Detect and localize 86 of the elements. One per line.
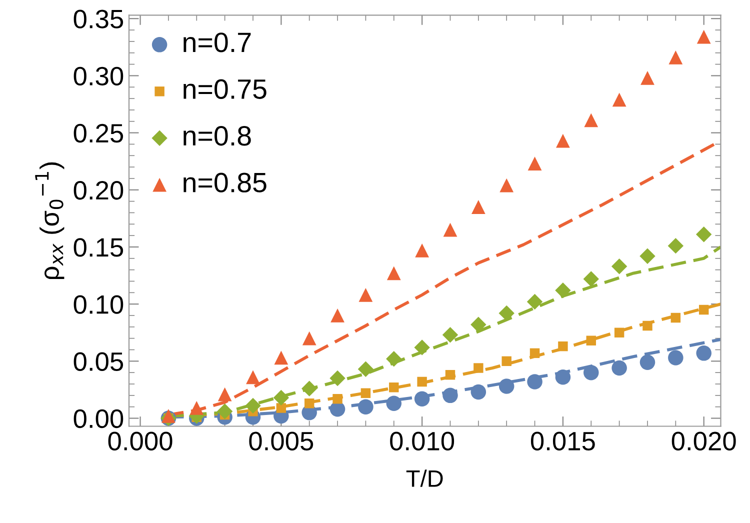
point <box>640 354 656 370</box>
point <box>498 378 514 394</box>
y-tick-label: 0.30 <box>74 66 124 86</box>
x-tick-label: 0.020 <box>672 432 736 450</box>
point <box>474 363 484 373</box>
point <box>442 388 458 404</box>
point <box>642 320 652 331</box>
point <box>527 374 542 390</box>
y-tick-label: 0.25 <box>74 124 124 143</box>
point <box>611 258 628 274</box>
point <box>360 388 371 398</box>
point <box>216 404 233 420</box>
point <box>612 360 627 376</box>
point <box>555 370 571 385</box>
point <box>558 341 568 352</box>
x-tick-label: 0.005 <box>249 432 314 450</box>
point <box>614 328 624 338</box>
legend-label: n=0.75 <box>184 79 266 99</box>
point <box>442 327 458 343</box>
y-tick-label: 0.05 <box>74 352 124 371</box>
point <box>555 282 571 298</box>
point <box>470 316 486 332</box>
point <box>330 308 344 322</box>
point <box>330 370 346 386</box>
legend-label: n=0.85 <box>184 172 266 192</box>
point <box>358 361 374 378</box>
point <box>273 390 290 406</box>
point <box>415 243 429 258</box>
point <box>414 391 430 406</box>
point <box>698 304 709 315</box>
point <box>640 71 654 85</box>
x-axis-title: T/D <box>406 470 443 487</box>
point <box>386 266 401 280</box>
point <box>245 398 261 414</box>
y-tick-label: 0.15 <box>74 238 124 257</box>
point <box>530 348 540 358</box>
point <box>443 222 458 237</box>
point <box>612 92 626 107</box>
point <box>386 351 402 367</box>
y-tick-label: 0.10 <box>74 295 124 314</box>
point <box>358 399 374 414</box>
point <box>301 380 318 396</box>
point <box>389 382 399 392</box>
point <box>586 336 596 346</box>
y-axis-title: ρ$_{xx}$ (σ$_{0}$$^{−1}$) <box>35 162 64 280</box>
point <box>526 294 543 310</box>
point <box>386 396 402 412</box>
y-tick-label: 0.35 <box>74 10 124 28</box>
point <box>246 370 260 384</box>
point <box>470 384 486 400</box>
y-tick-label: 0.20 <box>74 181 124 200</box>
point <box>696 226 712 242</box>
point <box>414 340 430 356</box>
point <box>696 30 711 44</box>
y-tick-label: 0.00 <box>74 409 124 428</box>
point <box>302 331 316 346</box>
legend-label: n=0.7 <box>184 32 251 52</box>
point <box>274 350 288 365</box>
point <box>471 200 486 214</box>
x-tick-label: 0.000 <box>108 432 172 450</box>
point <box>162 409 176 423</box>
point <box>583 271 599 287</box>
point <box>332 394 342 404</box>
point <box>640 248 656 264</box>
point <box>304 398 314 408</box>
point <box>218 387 232 402</box>
x-tick-label: 0.015 <box>530 432 595 450</box>
point <box>276 403 286 413</box>
point <box>556 134 570 148</box>
point <box>500 178 514 192</box>
x-tick-label: 0.010 <box>390 432 454 450</box>
point <box>584 113 598 128</box>
point <box>358 288 373 302</box>
point <box>668 350 684 366</box>
point <box>583 364 599 380</box>
point <box>502 356 512 366</box>
point <box>668 50 683 64</box>
point <box>668 238 684 254</box>
point <box>670 312 681 323</box>
point <box>528 156 542 171</box>
point <box>417 376 427 387</box>
point <box>190 401 204 415</box>
point <box>330 401 346 417</box>
point <box>696 346 712 361</box>
legend-label: n=0.8 <box>184 126 251 146</box>
point <box>445 370 456 380</box>
